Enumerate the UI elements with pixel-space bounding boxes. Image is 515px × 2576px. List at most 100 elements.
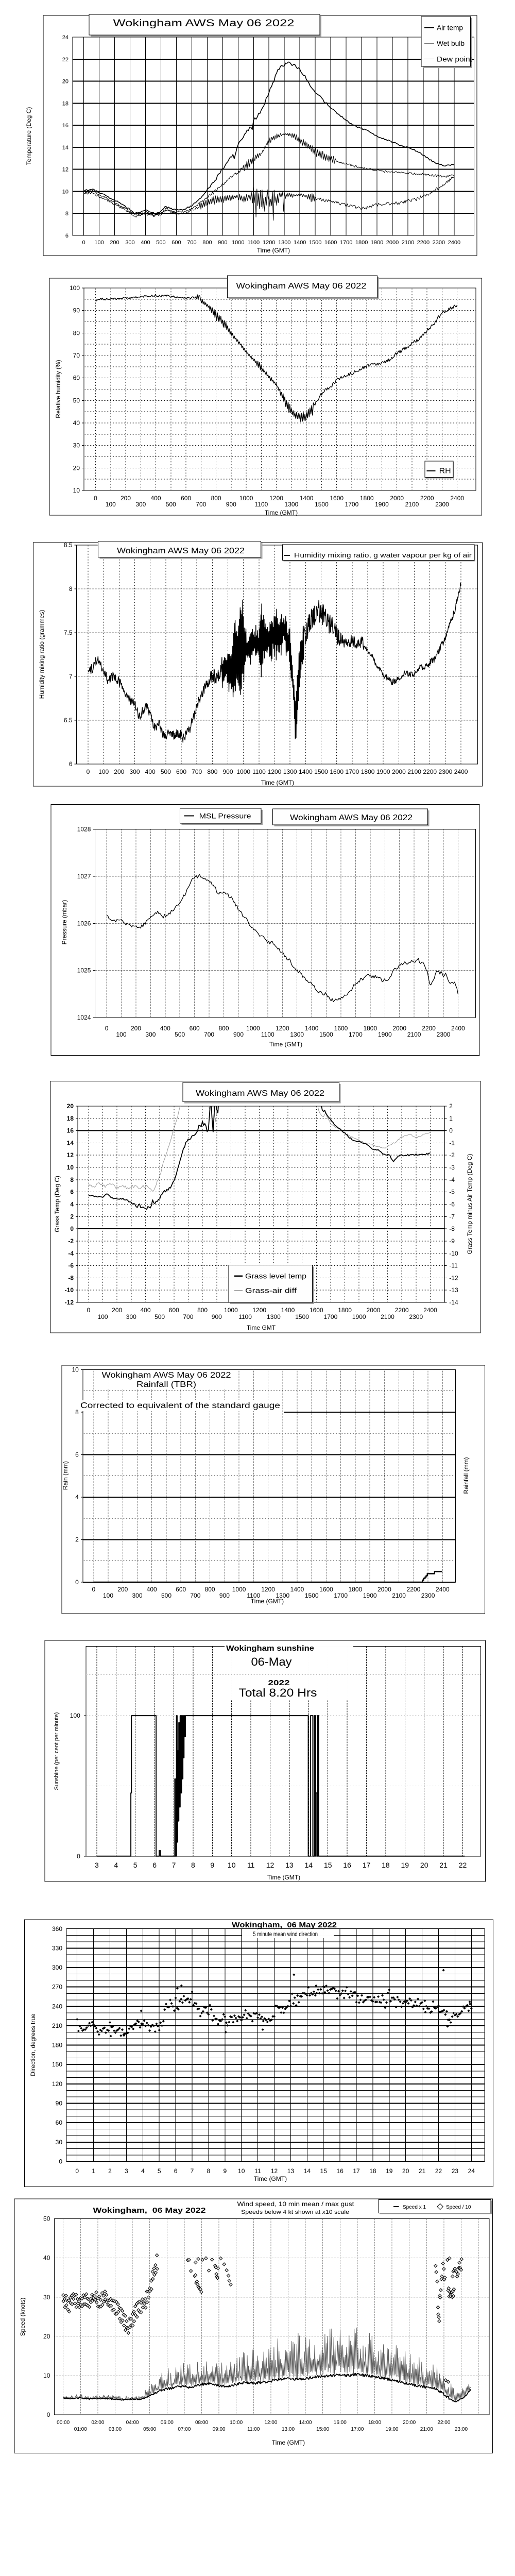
svg-text:1000: 1000 bbox=[232, 240, 244, 246]
svg-text:900: 900 bbox=[218, 240, 227, 246]
svg-text:800: 800 bbox=[197, 1307, 208, 1314]
svg-text:Wet bulb: Wet bulb bbox=[437, 39, 465, 47]
svg-text:-8: -8 bbox=[449, 1225, 455, 1232]
svg-text:12: 12 bbox=[62, 167, 68, 173]
svg-text:1100: 1100 bbox=[261, 1031, 274, 1038]
svg-text:20: 20 bbox=[402, 2167, 409, 2175]
svg-text:09:00: 09:00 bbox=[213, 2427, 226, 2432]
svg-text:1028: 1028 bbox=[77, 826, 91, 833]
svg-text:2100: 2100 bbox=[407, 768, 421, 775]
svg-text:1026: 1026 bbox=[77, 920, 91, 927]
svg-text:1900: 1900 bbox=[376, 768, 390, 775]
svg-text:100: 100 bbox=[106, 501, 116, 508]
svg-text:21: 21 bbox=[439, 1861, 448, 1869]
svg-text:0: 0 bbox=[75, 2167, 79, 2175]
svg-text:02:00: 02:00 bbox=[91, 2420, 104, 2426]
svg-text:Time (GMT): Time (GMT) bbox=[257, 247, 290, 254]
svg-text:10:00: 10:00 bbox=[230, 2420, 243, 2426]
svg-text:4: 4 bbox=[70, 1201, 74, 1208]
svg-text:04:00: 04:00 bbox=[126, 2420, 139, 2426]
svg-text:11:00: 11:00 bbox=[247, 2427, 260, 2432]
svg-text:2400: 2400 bbox=[423, 1307, 437, 1314]
svg-text:-7: -7 bbox=[449, 1213, 455, 1220]
svg-text:Wokingham AWS May 06 2022: Wokingham AWS May 06 2022 bbox=[290, 814, 413, 822]
svg-text:80: 80 bbox=[73, 329, 80, 336]
svg-text:17: 17 bbox=[353, 2167, 360, 2175]
svg-text:300: 300 bbox=[129, 768, 140, 775]
svg-text:-10: -10 bbox=[449, 1250, 458, 1257]
svg-text:2300: 2300 bbox=[437, 1031, 451, 1038]
svg-text:06:00: 06:00 bbox=[161, 2420, 174, 2426]
svg-text:4: 4 bbox=[75, 1494, 79, 1501]
svg-text:900: 900 bbox=[219, 1592, 230, 1599]
svg-text:100: 100 bbox=[70, 284, 80, 292]
svg-text:120: 120 bbox=[52, 2080, 62, 2088]
svg-text:2200: 2200 bbox=[407, 1586, 421, 1593]
svg-text:2100: 2100 bbox=[381, 1313, 394, 1320]
svg-text:330: 330 bbox=[52, 1944, 62, 1952]
svg-text:8: 8 bbox=[69, 585, 73, 592]
svg-text:8: 8 bbox=[207, 2167, 211, 2175]
svg-text:Corrected to equivalent of the: Corrected to equivalent of the standard … bbox=[80, 1401, 280, 1410]
svg-text:0: 0 bbox=[47, 2411, 50, 2418]
svg-text:0: 0 bbox=[87, 1307, 91, 1314]
svg-text:9: 9 bbox=[210, 1861, 214, 1869]
svg-text:2000: 2000 bbox=[392, 768, 406, 775]
svg-text:1600: 1600 bbox=[330, 495, 344, 502]
svg-text:Time (GMT): Time (GMT) bbox=[254, 2175, 287, 2182]
svg-text:8: 8 bbox=[191, 1861, 195, 1869]
svg-text:600: 600 bbox=[169, 1307, 179, 1314]
svg-text:800: 800 bbox=[207, 768, 217, 775]
svg-text:6: 6 bbox=[65, 233, 68, 239]
svg-text:2100: 2100 bbox=[405, 501, 419, 508]
svg-text:Speeds below 4 kt shown at x10: Speeds below 4 kt shown at x10 scale bbox=[241, 2209, 349, 2215]
svg-text:22: 22 bbox=[435, 2167, 442, 2175]
svg-text:700: 700 bbox=[204, 1031, 214, 1038]
svg-text:1600: 1600 bbox=[319, 1586, 333, 1593]
svg-text:500: 500 bbox=[161, 768, 171, 775]
svg-text:1000: 1000 bbox=[232, 1586, 246, 1593]
svg-text:900: 900 bbox=[222, 768, 233, 775]
svg-text:20: 20 bbox=[62, 79, 68, 85]
svg-text:500: 500 bbox=[154, 1313, 165, 1320]
svg-text:6.5: 6.5 bbox=[64, 717, 73, 724]
svg-text:50: 50 bbox=[73, 397, 80, 404]
svg-text:400: 400 bbox=[150, 495, 161, 502]
svg-text:6: 6 bbox=[69, 760, 73, 768]
svg-text:200: 200 bbox=[117, 1586, 128, 1593]
svg-text:11: 11 bbox=[254, 2167, 261, 2175]
svg-text:1500: 1500 bbox=[314, 768, 328, 775]
svg-text:4: 4 bbox=[114, 1861, 118, 1869]
svg-text:23:00: 23:00 bbox=[455, 2427, 468, 2432]
svg-text:Wokingham, 06 May 2022: Wokingham, 06 May 2022 bbox=[93, 2206, 206, 2215]
svg-text:2022: 2022 bbox=[268, 1679, 290, 1687]
svg-text:08:00: 08:00 bbox=[195, 2420, 208, 2426]
svg-text:600: 600 bbox=[181, 495, 191, 502]
svg-text:2000: 2000 bbox=[392, 1025, 406, 1032]
svg-text:800: 800 bbox=[205, 1586, 215, 1593]
svg-text:200: 200 bbox=[121, 495, 131, 502]
svg-text:1: 1 bbox=[92, 2167, 95, 2175]
svg-text:60: 60 bbox=[73, 375, 80, 382]
svg-text:500: 500 bbox=[156, 240, 165, 246]
svg-text:50: 50 bbox=[43, 2215, 50, 2223]
svg-text:Air temp: Air temp bbox=[437, 24, 463, 32]
svg-text:1300: 1300 bbox=[285, 501, 299, 508]
svg-text:13:00: 13:00 bbox=[282, 2427, 295, 2432]
svg-text:12: 12 bbox=[67, 1151, 74, 1159]
svg-text:22: 22 bbox=[459, 1861, 467, 1869]
svg-text:200: 200 bbox=[131, 1025, 141, 1032]
svg-text:700: 700 bbox=[187, 240, 196, 246]
svg-text:2300: 2300 bbox=[421, 1592, 435, 1599]
svg-text:100: 100 bbox=[98, 768, 109, 775]
svg-text:01:00: 01:00 bbox=[74, 2427, 87, 2432]
svg-text:10: 10 bbox=[72, 1366, 79, 1373]
svg-text:1700: 1700 bbox=[349, 1031, 363, 1038]
svg-text:17:00: 17:00 bbox=[351, 2427, 364, 2432]
svg-text:1500: 1500 bbox=[309, 240, 321, 246]
svg-text:2200: 2200 bbox=[423, 768, 437, 775]
svg-text:300: 300 bbox=[125, 240, 134, 246]
svg-text:90: 90 bbox=[73, 307, 80, 314]
svg-text:360: 360 bbox=[52, 1925, 62, 1933]
svg-text:600: 600 bbox=[171, 240, 181, 246]
